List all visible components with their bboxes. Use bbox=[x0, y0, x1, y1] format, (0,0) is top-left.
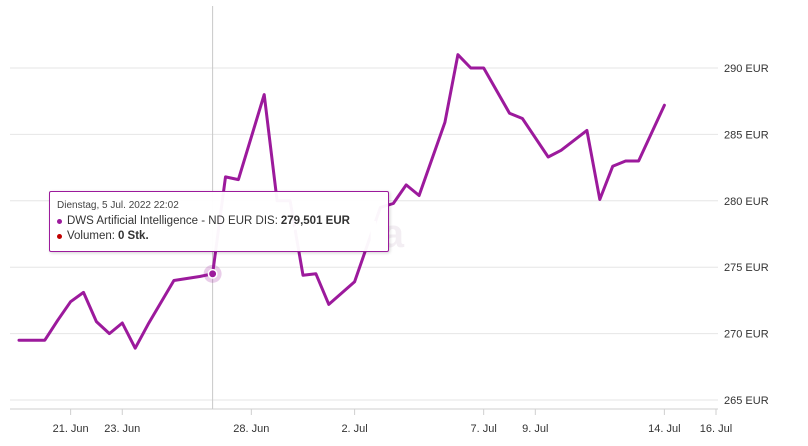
y-tick-label: 270 EUR bbox=[724, 329, 769, 341]
series-dot-icon bbox=[57, 218, 62, 224]
volume-dot-icon bbox=[57, 233, 62, 239]
y-tick-label: 280 EUR bbox=[724, 196, 769, 208]
x-tick-label: 2. Jul bbox=[341, 423, 367, 435]
x-tick-label: 9. Jul bbox=[522, 423, 548, 435]
y-tick-label: 290 EUR bbox=[724, 63, 769, 75]
y-tick-label: 275 EUR bbox=[724, 262, 769, 274]
tooltip-volume-value: 0 Stk. bbox=[117, 230, 149, 242]
tooltip-date: Dienstag, 5 Jul. 2022 22:02 bbox=[57, 200, 179, 211]
tooltip: Dienstag, 5 Jul. 2022 22:02 DWS Artifici… bbox=[49, 191, 389, 252]
y-tick-label: 265 EUR bbox=[724, 395, 769, 407]
tooltip-series-label: DWS Artificial Intelligence - ND EUR DIS… bbox=[67, 215, 278, 227]
tooltip-volume-label: Volumen: bbox=[67, 230, 115, 242]
hover-marker bbox=[203, 264, 222, 283]
hover-point bbox=[207, 268, 218, 279]
x-tick-label: 14. Jul bbox=[648, 423, 680, 435]
x-tick-label: 28. Jun bbox=[233, 423, 269, 435]
x-tick-label: 16. Jul bbox=[700, 423, 732, 435]
series-line[interactable] bbox=[17, 53, 666, 350]
tooltip-series-row: DWS Artificial Intelligence - ND EUR DIS… bbox=[57, 215, 381, 227]
x-tick-label: 7. Jul bbox=[471, 423, 497, 435]
y-tick-label: 285 EUR bbox=[724, 129, 769, 141]
x-axis: 21. Jun 23. Jun 28. Jun 2. Jul 7. Jul 9. Jul 1… bbox=[10, 408, 732, 435]
x-tick-label: 23. Jun bbox=[104, 423, 140, 435]
tooltip-volume-row: Volumen: 0 Stk. bbox=[57, 230, 381, 242]
y-axis-labels: 265 EUR 270 EUR 275 EUR 280 EUR 285 EUR 290 E… bbox=[724, 63, 769, 407]
x-tick-label: 21. Jun bbox=[53, 423, 89, 435]
tooltip-series-value: 279,501 EUR bbox=[280, 215, 350, 227]
